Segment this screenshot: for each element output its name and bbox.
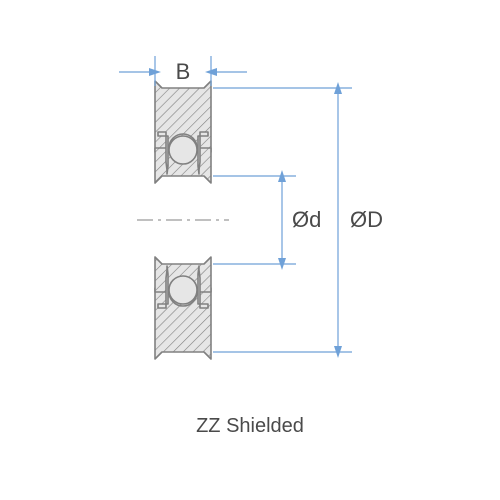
outer-diameter-label: ØD xyxy=(350,207,383,232)
diagram-caption: ZZ Shielded xyxy=(0,415,500,438)
width-label: B xyxy=(176,59,191,84)
inner-diameter-label: Ød xyxy=(292,207,321,232)
